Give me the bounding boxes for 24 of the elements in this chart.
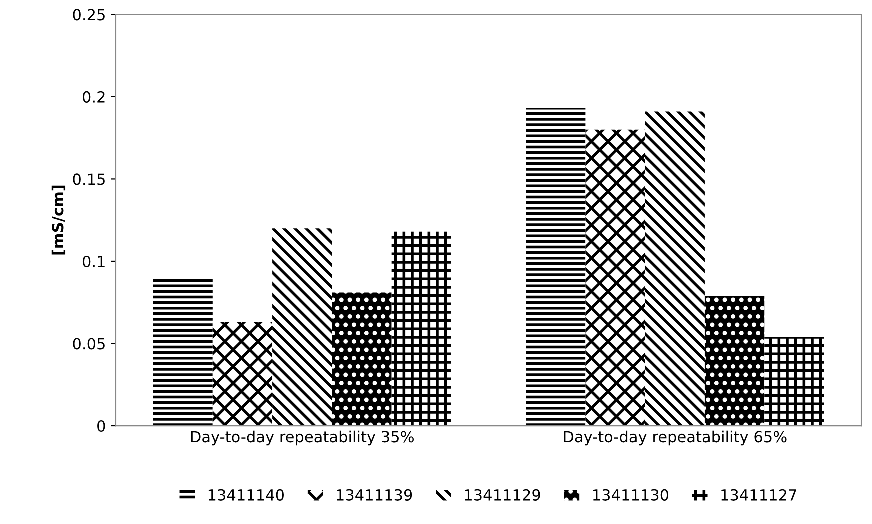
y-tick-label: 0.25 [73,9,105,21]
y-tick-label: 0.05 [73,338,105,350]
bar [272,228,332,426]
y-tick-label: 0.15 [73,174,105,186]
legend-label: 13411140 [208,489,284,501]
bar [526,108,586,426]
x-tick-label: Day-to-day repeatability 35% [191,430,414,446]
y-axis-title: [mS/cm] [52,186,66,255]
bar [212,322,273,426]
y-tick-label: 0.2 [82,91,105,103]
legend-label: 13411129 [465,489,540,501]
legend-label: 13411130 [593,489,669,501]
bar [153,278,213,426]
y-tick-label: 0.1 [82,256,105,268]
bar [645,112,705,426]
bar [392,232,452,426]
x-tick-label: Day-to-day repeatability 65% [564,430,787,446]
y-tick-label: 0 [98,420,106,432]
bar [586,130,646,426]
bar [764,337,824,426]
bar [332,292,392,426]
legend-label: 13411127 [722,489,796,501]
legend-label: 13411139 [337,489,412,501]
bar [704,296,765,426]
